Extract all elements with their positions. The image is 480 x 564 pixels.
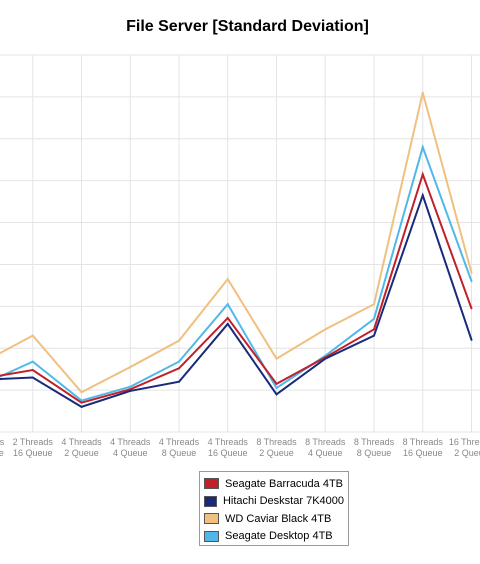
legend-item: Hitachi Deskstar 7K4000 xyxy=(204,493,344,511)
data-point xyxy=(373,334,375,337)
legend-label: Seagate Desktop 4TB xyxy=(225,530,333,543)
x-tick-label: 8 Queue xyxy=(162,448,197,458)
x-tick-label: 16 Queue xyxy=(13,448,53,458)
data-point xyxy=(129,389,132,392)
x-tick-label: 2 Threads xyxy=(13,437,54,447)
x-tick-label: 8 Threads xyxy=(403,437,444,447)
data-point xyxy=(470,271,473,274)
data-point xyxy=(178,367,180,370)
series-line xyxy=(0,171,473,404)
legend-item: WD Caviar Black 4TB xyxy=(204,510,344,528)
chart-legend: Seagate Barracuda 4TB Hitachi Deskstar 7K… xyxy=(199,471,349,546)
x-tick-label: 16 Queue xyxy=(403,448,443,458)
data-point xyxy=(226,303,229,306)
data-point xyxy=(226,317,229,320)
chart-title: File Server [Standard Deviation] xyxy=(126,18,369,35)
x-tick-label: 16 Queue xyxy=(0,448,4,458)
x-tick-label: 2 Queue xyxy=(259,448,294,458)
data-point xyxy=(324,328,327,331)
x-tick-label: 16 Threads xyxy=(449,437,480,447)
legend-item: Seagate Desktop 4TB xyxy=(204,528,344,546)
data-point xyxy=(421,194,424,197)
data-point xyxy=(129,388,132,391)
x-tick-label: 8 Threads xyxy=(256,437,297,447)
x-tick-label: 4 Threads xyxy=(208,437,249,447)
x-tick-label: 4 Queue xyxy=(308,448,343,458)
data-point xyxy=(178,360,180,363)
data-point xyxy=(373,317,375,320)
data-point xyxy=(178,339,180,342)
data-point xyxy=(129,385,132,388)
data-point xyxy=(275,382,278,385)
data-point xyxy=(31,334,34,337)
data-point xyxy=(226,322,229,325)
x-tick-label: 4 Threads xyxy=(61,437,102,447)
data-point xyxy=(470,307,473,310)
data-point xyxy=(275,357,278,360)
data-point xyxy=(226,278,229,281)
x-tick-label: 8 Threads xyxy=(354,437,395,447)
x-tick-label: 2 Queue xyxy=(454,448,480,458)
data-point xyxy=(80,391,83,394)
data-point xyxy=(275,387,278,390)
data-point xyxy=(80,401,83,404)
data-point xyxy=(80,405,83,408)
data-point xyxy=(31,369,34,372)
x-tick-label: 4 Threads xyxy=(159,437,200,447)
data-point xyxy=(421,91,424,94)
data-point xyxy=(421,146,424,149)
legend-label: WD Caviar Black 4TB xyxy=(225,512,332,525)
data-point xyxy=(470,338,473,341)
x-tick-label: 1 Threads xyxy=(0,437,5,447)
legend-item: Seagate Barracuda 4TB xyxy=(204,475,344,493)
x-tick-label: 4 Threads xyxy=(110,437,151,447)
legend-swatch xyxy=(204,530,219,542)
data-point xyxy=(129,366,132,369)
data-point xyxy=(178,380,180,383)
data-point xyxy=(373,303,375,306)
data-point xyxy=(31,360,34,363)
data-point xyxy=(421,173,424,176)
legend-swatch xyxy=(204,478,219,490)
legend-swatch xyxy=(204,495,217,507)
x-tick-label: 8 Threads xyxy=(305,437,346,447)
legend-label: Seagate Barracuda 4TB xyxy=(225,477,344,490)
x-tick-label: 4 Queue xyxy=(113,448,148,458)
legend-swatch xyxy=(204,513,219,525)
data-point xyxy=(31,376,34,379)
data-point xyxy=(470,280,473,283)
data-point xyxy=(80,399,83,402)
data-point xyxy=(373,328,375,331)
legend-label: Hitachi Deskstar 7K4000 xyxy=(222,495,344,508)
data-point xyxy=(324,357,327,360)
data-point xyxy=(275,393,278,396)
x-tick-label: 16 Queue xyxy=(208,448,248,458)
x-tick-label: 2 Queue xyxy=(64,448,99,458)
x-tick-label: 8 Queue xyxy=(357,448,392,458)
